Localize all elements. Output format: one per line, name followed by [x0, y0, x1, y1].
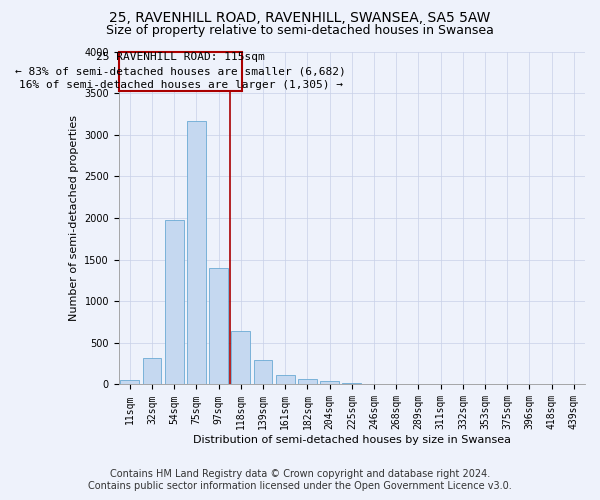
Bar: [121, 380, 139, 384]
Y-axis label: Number of semi-detached properties: Number of semi-detached properties: [68, 115, 79, 321]
Text: Contains HM Land Registry data © Crown copyright and database right 2024.
Contai: Contains HM Land Registry data © Crown c…: [88, 470, 512, 491]
Bar: [187, 122, 206, 384]
Text: Size of property relative to semi-detached houses in Swansea: Size of property relative to semi-detach…: [106, 24, 494, 37]
Bar: [320, 381, 339, 384]
Bar: [232, 331, 250, 384]
Bar: [343, 383, 361, 384]
FancyBboxPatch shape: [119, 52, 242, 90]
Bar: [254, 360, 272, 384]
Text: 25 RAVENHILL ROAD: 115sqm
← 83% of semi-detached houses are smaller (6,682)
16% : 25 RAVENHILL ROAD: 115sqm ← 83% of semi-…: [15, 52, 346, 90]
Bar: [165, 220, 184, 384]
Bar: [276, 376, 295, 384]
Bar: [298, 379, 317, 384]
Bar: [209, 268, 228, 384]
X-axis label: Distribution of semi-detached houses by size in Swansea: Distribution of semi-detached houses by …: [193, 435, 511, 445]
Bar: [143, 358, 161, 384]
Text: 25, RAVENHILL ROAD, RAVENHILL, SWANSEA, SA5 5AW: 25, RAVENHILL ROAD, RAVENHILL, SWANSEA, …: [109, 11, 491, 25]
